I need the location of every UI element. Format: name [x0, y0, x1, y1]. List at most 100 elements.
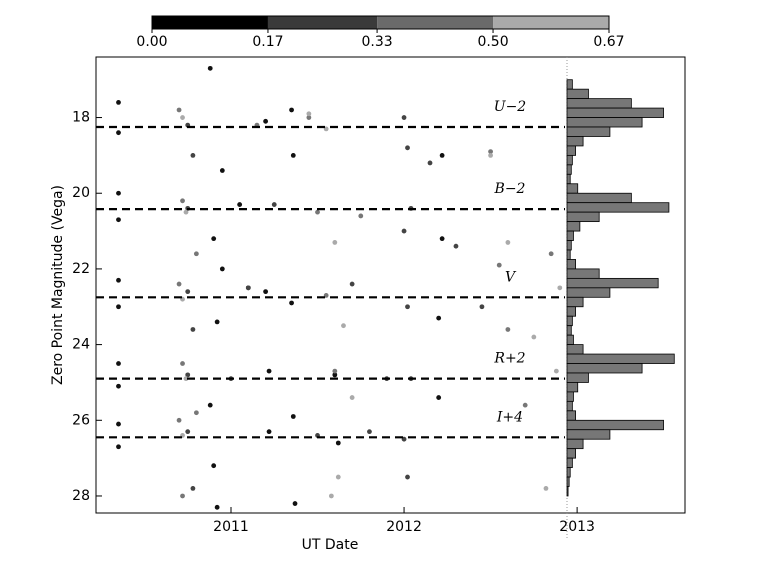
data-point: [183, 209, 189, 215]
colorbar-segment: [152, 16, 268, 29]
data-point: [439, 236, 445, 242]
histogram-bar: [566, 173, 571, 185]
histogram-bar: [566, 400, 573, 412]
data-point: [237, 202, 243, 207]
data-point: [453, 243, 459, 249]
data-point: [116, 361, 121, 366]
histogram-bar: [566, 126, 611, 137]
data-point: [266, 429, 272, 435]
y-tick-label: 18: [72, 110, 90, 126]
histogram-bar: [566, 230, 574, 241]
histogram-bar: [566, 88, 589, 100]
histogram-bar: [566, 136, 584, 147]
y-axis-label: Zero Point Magnitude (Vega): [50, 185, 66, 385]
data-point: [193, 251, 199, 257]
histogram-bar: [566, 79, 573, 90]
histogram-bar: [566, 315, 573, 327]
data-point: [436, 315, 442, 321]
histogram-bar: [566, 221, 581, 232]
data-point: [116, 444, 121, 450]
colorbar-segment: [377, 16, 494, 29]
data-point: [263, 118, 269, 124]
data-point: [211, 463, 217, 469]
data-point: [185, 372, 191, 378]
data-point: [176, 281, 182, 287]
data-point: [180, 493, 185, 499]
data-point: [405, 474, 410, 480]
histogram-bar: [566, 476, 570, 487]
data-point: [335, 474, 341, 480]
data-point: [290, 152, 296, 158]
histogram-bar: [566, 98, 632, 109]
data-point: [211, 236, 217, 242]
x-tick-label: 2012: [386, 519, 422, 535]
colorbar-tick-label: 0.33: [362, 34, 393, 50]
histogram-bar: [566, 457, 573, 468]
data-point: [349, 281, 355, 287]
data-point: [214, 319, 220, 325]
histogram-bar: [566, 429, 611, 440]
data-point: [332, 372, 338, 378]
data-point: [289, 300, 294, 306]
data-point: [290, 414, 296, 419]
data-point: [292, 501, 298, 506]
data-point: [214, 504, 220, 510]
histogram-bar: [566, 249, 571, 260]
data-point: [335, 440, 341, 446]
data-point: [332, 368, 338, 374]
histogram-bar: [566, 154, 573, 166]
data-point: [180, 361, 185, 366]
data-point: [531, 334, 537, 340]
data-point: [176, 417, 182, 423]
histogram-bar: [566, 410, 576, 421]
histogram-bar: [566, 145, 576, 156]
data-point: [116, 383, 121, 389]
data-point: [488, 149, 493, 155]
data-point: [116, 217, 121, 223]
histogram-bar: [566, 277, 659, 289]
histogram-bar: [566, 107, 664, 118]
colorbar-tick-label: 0.67: [593, 34, 624, 50]
colorbar-tick-label: 0.00: [136, 34, 167, 50]
data-point: [341, 323, 346, 329]
x-tick-label: 2011: [213, 519, 249, 535]
histogram-bar: [566, 419, 664, 431]
data-point: [185, 429, 191, 435]
data-point: [401, 115, 407, 120]
data-point: [488, 152, 493, 158]
band-label: U−2: [494, 99, 527, 115]
data-point: [219, 266, 225, 272]
data-point: [116, 304, 121, 310]
histogram-bar: [566, 240, 572, 251]
colorbar-tick-label: 0.17: [252, 34, 283, 50]
y-tick-label: 24: [72, 337, 90, 353]
data-point: [557, 285, 563, 291]
histogram-bar: [566, 164, 572, 175]
data-point: [193, 410, 199, 416]
data-point: [245, 285, 251, 291]
colorbar-tick-label: 0.50: [477, 34, 508, 50]
data-point: [405, 304, 410, 310]
data-point: [271, 202, 277, 207]
band-label: I+4: [496, 409, 523, 425]
data-point: [219, 168, 225, 173]
histogram-bar: [566, 306, 576, 317]
histogram-bar: [566, 372, 589, 383]
histogram-bar: [566, 467, 571, 478]
band-label: B−2: [494, 181, 526, 197]
band-label: V: [505, 269, 517, 285]
colorbar-segment: [493, 16, 609, 29]
histogram-bar: [566, 344, 584, 355]
data-point: [190, 327, 196, 332]
data-point: [207, 402, 213, 408]
histogram-bar: [566, 382, 579, 393]
data-point: [190, 486, 196, 491]
band-label: R+2: [493, 351, 525, 367]
colorbar-segment: [267, 16, 378, 29]
histogram-bar: [566, 183, 579, 194]
y-tick-label: 28: [72, 488, 90, 504]
data-point: [479, 304, 485, 310]
data-point: [332, 240, 338, 245]
histogram-bar: [566, 353, 675, 364]
